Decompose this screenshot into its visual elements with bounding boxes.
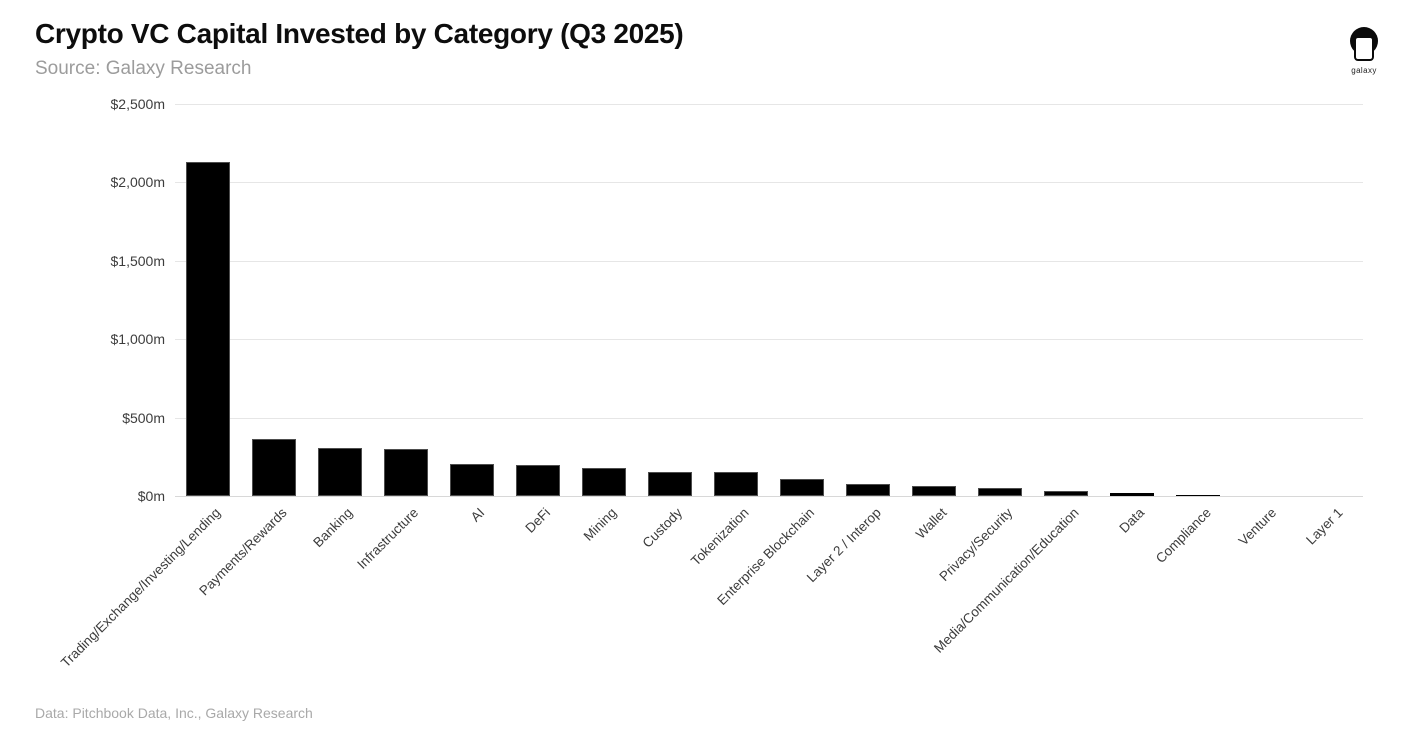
- x-axis-label: Tokenization: [687, 505, 752, 569]
- gridline: [175, 261, 1363, 262]
- chart-bar: [1110, 493, 1154, 496]
- logo-key-shape: [1354, 36, 1374, 61]
- chart-bar: [1176, 495, 1220, 496]
- y-axis-tick-label: $2,500m: [110, 96, 165, 112]
- chart-bar: [450, 464, 494, 496]
- x-axis-label: Banking: [310, 505, 356, 551]
- x-axis-label: Mining: [580, 505, 620, 544]
- chart-bar: [912, 486, 956, 496]
- y-axis-tick-label: $1,000m: [110, 331, 165, 347]
- x-axis-label: Data: [1116, 505, 1148, 536]
- y-axis-tick-label: $0m: [137, 488, 165, 504]
- chart-bar: [1044, 491, 1088, 496]
- x-axis-label: Infrastructure: [354, 505, 422, 572]
- chart-bar: [384, 449, 428, 496]
- x-axis-label: AI: [467, 505, 488, 525]
- gridline: [175, 496, 1363, 497]
- chart-bar: [648, 472, 692, 496]
- gridline: [175, 339, 1363, 340]
- x-axis-label: Media/Communication/Education: [930, 505, 1082, 656]
- gridline: [175, 182, 1363, 183]
- y-axis-tick-label: $500m: [122, 410, 165, 426]
- chart-bar: [252, 439, 296, 496]
- chart-bar: [846, 484, 890, 496]
- galaxy-logo: galaxy: [1338, 27, 1390, 75]
- x-axis-label: Custody: [639, 505, 686, 551]
- x-axis-label: DeFi: [522, 505, 554, 536]
- chart-bar: [186, 162, 230, 496]
- chart-bar: [318, 448, 362, 496]
- galaxy-logo-icon: [1350, 27, 1378, 64]
- chart-bar: [516, 465, 560, 496]
- x-axis-label: Wallet: [912, 505, 950, 542]
- y-axis-tick-label: $2,000m: [110, 174, 165, 190]
- gridline: [175, 104, 1363, 105]
- chart-bar: [978, 488, 1022, 496]
- galaxy-logo-label: galaxy: [1351, 66, 1377, 75]
- page-title: Crypto VC Capital Invested by Category (…: [35, 18, 684, 49]
- x-axis-label: Layer 1: [1303, 505, 1346, 548]
- chart-bar: [582, 468, 626, 496]
- data-attribution: Data: Pitchbook Data, Inc., Galaxy Resea…: [35, 705, 313, 721]
- y-axis-tick-label: $1,500m: [110, 253, 165, 269]
- gridline: [175, 418, 1363, 419]
- source-subtitle: Source: Galaxy Research: [35, 58, 252, 79]
- chart-bar: [714, 472, 758, 496]
- x-axis-label: Compliance: [1152, 505, 1214, 567]
- x-axis-label: Venture: [1236, 505, 1280, 549]
- chart-bar: [780, 479, 824, 496]
